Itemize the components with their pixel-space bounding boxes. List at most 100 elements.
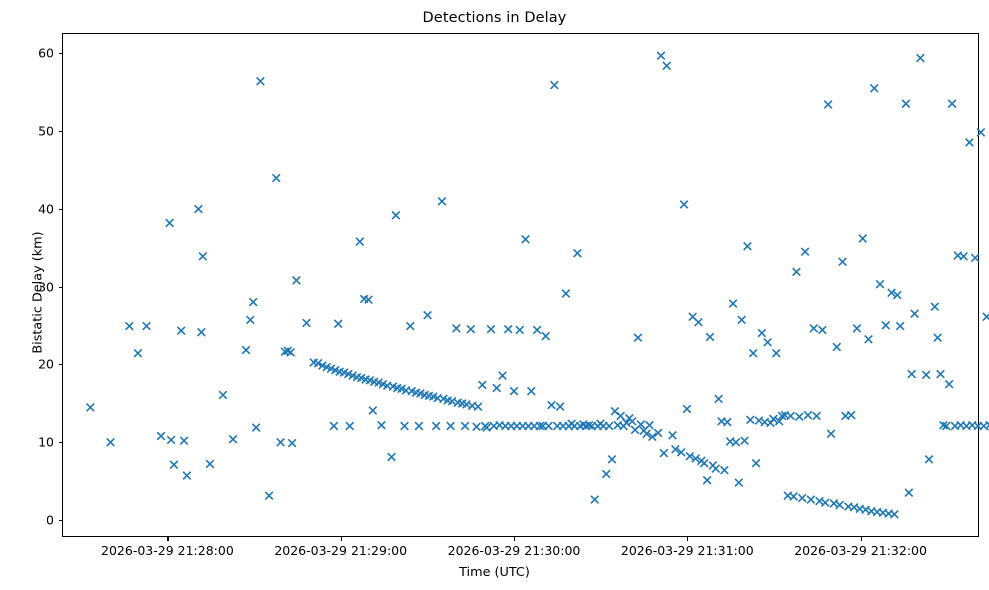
scatter-point	[264, 491, 274, 501]
scatter-point	[391, 210, 401, 220]
scatter-point	[179, 436, 189, 446]
y-tick-mark	[58, 286, 62, 288]
scatter-point	[682, 404, 692, 414]
scatter-point	[544, 421, 553, 431]
y-tick-label: 0	[46, 512, 54, 528]
scatter-point	[446, 421, 455, 431]
y-tick-mark	[58, 519, 62, 521]
scatter-point	[287, 438, 297, 448]
y-tick-label: 10	[38, 434, 54, 450]
scatter-point	[887, 288, 896, 298]
scatter-point	[691, 454, 700, 463]
y-tick-mark	[58, 442, 62, 444]
scatter-point	[482, 423, 491, 432]
scatter-point	[345, 421, 355, 431]
scatter-point	[329, 421, 339, 431]
scatter-point	[901, 99, 911, 109]
scatter-point	[245, 315, 255, 325]
scatter-point	[702, 475, 712, 485]
y-tick-mark	[58, 364, 62, 366]
scatter-point	[642, 429, 651, 439]
scatter-point	[535, 421, 545, 431]
scatter-point	[276, 437, 285, 447]
scatter-point	[797, 493, 807, 503]
scatter-point	[509, 386, 519, 396]
scatter-point	[965, 138, 974, 147]
scatter-point	[271, 173, 281, 183]
scatter-point	[466, 324, 476, 334]
scatter-point	[740, 436, 749, 446]
scatter-point	[473, 402, 483, 411]
scatter-layer	[86, 51, 989, 519]
scatter-point	[521, 234, 530, 244]
scatter-point	[590, 495, 600, 504]
scatter-point	[452, 324, 461, 333]
scatter-point	[895, 321, 905, 331]
scatter-point	[636, 420, 646, 429]
scatter-point	[604, 421, 614, 431]
scatter-point	[292, 276, 301, 285]
y-tick-label: 40	[38, 201, 54, 217]
scatter-point	[498, 371, 507, 380]
x-tick-label: 2026-03-29 21:31:00	[620, 543, 754, 558]
scatter-point	[573, 248, 582, 258]
scatter-point	[751, 458, 761, 468]
scatter-point	[616, 411, 625, 421]
scatter-point	[584, 420, 594, 430]
x-tick-mark	[340, 537, 342, 541]
scatter-point	[607, 454, 617, 464]
scatter-point	[711, 464, 721, 473]
scatter-point	[547, 400, 556, 410]
scatter-point	[400, 421, 409, 431]
scatter-point	[907, 369, 917, 379]
scatter-point	[745, 415, 755, 425]
scatter-point	[106, 437, 115, 447]
scatter-point	[792, 267, 801, 277]
scatter-point	[633, 333, 643, 343]
scatter-point	[248, 297, 258, 307]
scatter-point	[818, 325, 827, 335]
scatter-point	[786, 411, 796, 421]
scatter-point	[627, 417, 637, 426]
scatter-point	[647, 432, 657, 442]
scatter-point	[503, 324, 513, 334]
scatter-point	[852, 324, 862, 333]
scatter-point	[800, 247, 810, 257]
scatter-point	[486, 324, 496, 334]
x-axis-label: Time (UTC)	[459, 565, 530, 580]
scatter-point	[890, 509, 899, 519]
scatter-point	[241, 345, 251, 355]
scatter-point	[858, 234, 868, 243]
scatter-point	[944, 379, 954, 389]
scatter-point	[472, 422, 481, 432]
scatter-point	[194, 204, 203, 214]
scatter-point	[431, 421, 441, 431]
scatter-point	[722, 417, 732, 427]
scatter-point	[947, 99, 957, 109]
scatter-point	[124, 321, 134, 331]
scatter-point	[156, 431, 166, 441]
scatter-point	[302, 318, 311, 328]
scatter-point	[777, 411, 787, 421]
scatter-point	[532, 325, 542, 335]
scatter-point	[835, 500, 845, 510]
scatter-point	[982, 312, 989, 322]
x-tick-mark	[514, 537, 516, 541]
scatter-point	[601, 469, 611, 479]
scatter-point	[182, 471, 192, 480]
scatter-point	[368, 406, 378, 415]
scatter-point	[720, 465, 729, 475]
scatter-point	[904, 488, 914, 497]
scatter-point	[645, 420, 654, 430]
scatter-point	[218, 390, 228, 400]
scatter-point	[714, 394, 723, 404]
scatter-point	[671, 444, 680, 454]
scatter-point	[838, 257, 847, 267]
scatter-point	[205, 459, 215, 469]
scatter-point	[970, 253, 980, 263]
scatter-point	[769, 414, 778, 424]
scatter-point	[256, 76, 265, 86]
scatter-point	[251, 423, 261, 432]
scatter-point	[694, 317, 703, 327]
